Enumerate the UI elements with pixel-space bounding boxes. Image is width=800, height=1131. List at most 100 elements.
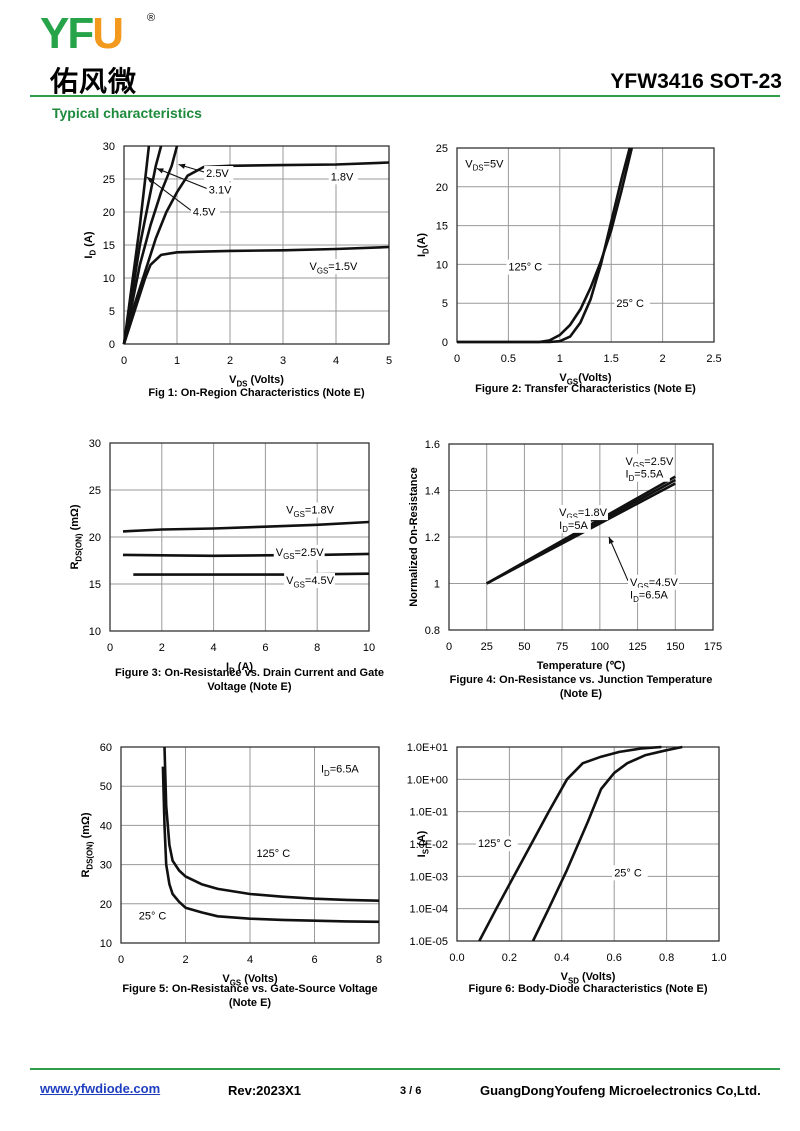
x-tick-label: 10 xyxy=(363,642,375,654)
plot-frame xyxy=(120,746,380,944)
series-line xyxy=(122,161,390,345)
y-tick-label: 20 xyxy=(103,207,115,219)
y-tick-label: 10 xyxy=(103,273,115,285)
x-tick-label: 0 xyxy=(118,954,124,966)
x-tick-label: 2 xyxy=(159,642,165,654)
annotation-bg xyxy=(284,502,335,518)
x-tick-label: 0 xyxy=(454,353,460,365)
annotation-bg xyxy=(623,453,675,469)
figure-caption: Voltage (Note E) xyxy=(207,681,291,693)
figure-caption: Figure 4: On-Resistance vs. Junction Tem… xyxy=(450,674,713,686)
fig6-chart: 0.0 0.2 0.4 0.6 0.8 1.0 1.0E-05 1.0E-04 1.0E-03 1… xyxy=(407,742,727,995)
y-tick-label: 20 xyxy=(436,182,448,194)
y-tick-label: 10 xyxy=(89,626,101,638)
registered-mark: ® xyxy=(147,12,156,24)
annotation-bg xyxy=(628,587,675,603)
series-line xyxy=(486,482,676,585)
x-axis-label: VGS (Volts) xyxy=(222,973,278,987)
x-tick-label: 0 xyxy=(121,355,127,367)
y-tick-label: 30 xyxy=(89,438,101,450)
annotation-arrow xyxy=(608,536,629,582)
y-tick-label: 40 xyxy=(100,820,112,832)
figure-caption: Figure 3: On-Resistance vs. Drain Curren… xyxy=(115,667,384,679)
x-axis-label: VSD (Volts) xyxy=(561,971,616,985)
annotation-bg xyxy=(206,182,236,198)
series-line xyxy=(122,245,390,345)
y-tick-label: 1.4 xyxy=(425,486,440,498)
annotation-bg xyxy=(628,574,679,590)
annotation-label: ID=6.5A xyxy=(630,590,668,604)
x-tick-label: 0.5 xyxy=(501,353,516,365)
annotation-label: 2.5V xyxy=(206,168,229,180)
y-tick-label: 30 xyxy=(103,141,115,153)
figure-caption: Fig 1: On-Region Characteristics (Note E… xyxy=(148,387,365,399)
x-tick-label: 0 xyxy=(446,641,452,653)
annotation-label: 1.8V xyxy=(331,171,354,183)
y-tick-label: 5 xyxy=(442,298,448,310)
y-axis-label: RDS(ON) (mΩ) xyxy=(80,812,94,877)
fig1-chart: 0 1 2 3 4 5 0 5 10 15 20 25 30 2.5V 3.1V 4.5V 1.8V VGS=1.… xyxy=(83,141,392,399)
annotation-label: VGS=4.5V xyxy=(630,577,678,591)
y-tick-label: 0 xyxy=(442,337,448,349)
y-tick-label: 20 xyxy=(100,899,112,911)
series-line xyxy=(457,147,631,344)
x-tick-label: 6 xyxy=(262,642,268,654)
annotation-bg xyxy=(254,845,297,861)
fig5-chart: 0 2 4 6 8 10 20 30 40 50 60 ID=6.5A 125° C 25° C VGS (… xyxy=(80,742,382,1009)
annotation-arrow xyxy=(156,167,208,190)
annotation-bg xyxy=(136,908,173,924)
annotation-label: VGS=1.5V xyxy=(310,261,358,275)
annotation-label: 25° C xyxy=(139,910,167,922)
x-tick-label: 2 xyxy=(227,355,233,367)
annotation-arrow xyxy=(146,176,192,211)
annotation-label: VGS=1.8V xyxy=(559,507,607,521)
arrow-head xyxy=(156,168,164,174)
annotation-bg xyxy=(307,259,359,275)
y-tick-label: 30 xyxy=(100,860,112,872)
annotation-label: ID=6.5A xyxy=(321,763,359,777)
x-tick-label: 175 xyxy=(704,641,722,653)
plot-frame xyxy=(123,145,390,345)
annotation-label: VGS=2.5V xyxy=(276,547,324,561)
fig2-chart: 0 0.5 1 1.5 2 2.5 0 5 10 15 20 25 VDS=5V 125° C 25° C V… xyxy=(416,143,722,395)
annotation-label: ID=5A xyxy=(559,520,588,534)
annotation-label: VGS=2.5V xyxy=(626,456,674,470)
annotation-label: 3.1V xyxy=(209,185,232,197)
x-tick-label: 5 xyxy=(386,355,392,367)
y-tick-label: 15 xyxy=(436,221,448,233)
x-tick-label: 1 xyxy=(557,353,563,365)
x-tick-label: 25 xyxy=(481,641,493,653)
figure-caption: Figure 5: On-Resistance vs. Gate-Source … xyxy=(122,983,377,995)
x-tick-label: 1.5 xyxy=(604,353,619,365)
y-tick-label: 25 xyxy=(436,143,448,155)
y-tick-label: 1 xyxy=(434,579,440,591)
y-tick-label: 25 xyxy=(89,485,101,497)
y-axis-label: RDS(ON) (mΩ) xyxy=(69,504,83,569)
x-tick-label: 8 xyxy=(376,954,382,966)
website-link[interactable]: www.yfwdiode.com xyxy=(40,1081,161,1096)
figure-caption: Figure 2: Transfer Characteristics (Note… xyxy=(475,383,696,395)
annotation-bg xyxy=(475,836,518,852)
x-tick-label: 1.0 xyxy=(711,952,726,964)
plot-frame xyxy=(448,443,714,631)
annotation-bg xyxy=(273,544,325,560)
y-tick-label: 1.0E-02 xyxy=(409,839,448,851)
x-tick-label: 0.4 xyxy=(554,952,569,964)
annotation-bg xyxy=(190,204,221,220)
x-tick-label: 4 xyxy=(333,355,339,367)
series-line xyxy=(531,745,683,942)
x-tick-label: 8 xyxy=(314,642,320,654)
y-tick-label: 20 xyxy=(89,532,101,544)
x-tick-label: 3 xyxy=(280,355,286,367)
x-axis-label: VDS (Volts) xyxy=(229,374,284,388)
plot-frame xyxy=(109,442,370,632)
plot-frame xyxy=(456,147,715,343)
x-tick-label: 0.2 xyxy=(502,952,517,964)
logo-letter-y: Y xyxy=(40,9,69,58)
annotation-label: VGS=4.5V xyxy=(286,575,334,589)
y-tick-label: 1.0E-05 xyxy=(409,936,448,948)
arrow-head xyxy=(146,177,154,184)
y-axis-label: ID (A) xyxy=(83,231,97,258)
annotation-bg xyxy=(614,296,650,312)
y-tick-label: 1.6 xyxy=(425,439,440,451)
